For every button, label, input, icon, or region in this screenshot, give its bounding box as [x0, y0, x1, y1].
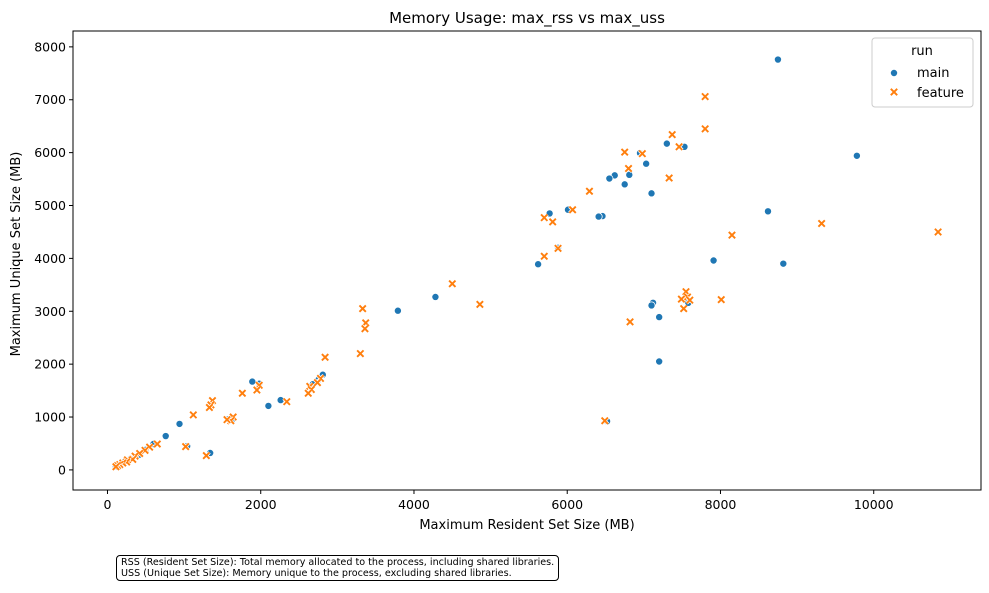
- data-point-feature: [201, 451, 211, 461]
- data-point-main: [161, 432, 170, 441]
- data-point-feature: [676, 294, 686, 304]
- data-point-feature: [111, 462, 121, 472]
- y-tick-label: 3000: [34, 304, 66, 319]
- data-point-feature: [303, 388, 313, 398]
- series-main: [111, 55, 861, 471]
- data-point-feature: [539, 213, 549, 223]
- data-point-feature: [716, 295, 726, 305]
- data-point-main: [175, 419, 184, 428]
- series-feature: [111, 92, 943, 472]
- data-point-feature: [252, 385, 262, 395]
- legend: run main feature: [871, 37, 974, 108]
- data-point-feature: [181, 442, 191, 452]
- legend-label-feature: feature: [917, 86, 964, 101]
- data-point-feature: [360, 324, 370, 334]
- data-point-main: [852, 151, 861, 160]
- x-tick-label: 8000: [705, 497, 737, 512]
- data-point-main: [605, 174, 614, 183]
- x-tick-label: 0: [104, 497, 112, 512]
- data-point-main: [393, 306, 402, 315]
- data-point-feature: [625, 317, 635, 327]
- data-point-feature: [620, 147, 630, 157]
- data-point-feature: [933, 227, 943, 237]
- x-tick-label: 2000: [245, 497, 277, 512]
- data-point-feature: [548, 217, 558, 227]
- y-tick-label: 6000: [34, 145, 66, 160]
- y-tick-label: 8000: [34, 39, 66, 54]
- data-point-main: [642, 159, 651, 168]
- legend-marker-main: [890, 69, 899, 78]
- y-tick-label: 4000: [34, 251, 66, 266]
- data-point-feature: [700, 124, 710, 134]
- data-point-feature: [237, 388, 247, 398]
- data-point-feature: [679, 304, 689, 314]
- data-point-feature: [637, 149, 647, 159]
- data-point-feature: [188, 410, 198, 420]
- data-point-feature: [282, 397, 292, 407]
- legend-marker-feature: [889, 87, 899, 97]
- data-point-feature: [685, 295, 695, 305]
- data-point-feature: [254, 380, 264, 390]
- data-point-feature: [475, 299, 485, 309]
- data-point-main: [594, 212, 603, 221]
- data-point-feature: [313, 378, 322, 388]
- data-point-feature: [585, 186, 594, 196]
- data-point-feature: [568, 205, 577, 215]
- data-point-main: [620, 180, 629, 189]
- plot-frame: [72, 30, 982, 491]
- footnote-box: RSS (Resident Set Size): Total memory al…: [116, 555, 560, 581]
- data-point-feature: [674, 142, 684, 152]
- chart-title: Memory Usage: max_rss vs max_uss: [389, 9, 665, 28]
- data-point-main: [264, 401, 273, 410]
- data-point-main: [763, 207, 772, 216]
- data-point-feature: [447, 279, 457, 289]
- data-point-main: [248, 377, 257, 386]
- x-axis: 0 2000 4000 6000 8000 10000: [104, 490, 894, 512]
- data-point-feature: [681, 287, 691, 297]
- footnote-uss: USS (Unique Set Size): Memory unique to …: [121, 568, 512, 579]
- data-point-feature: [600, 416, 610, 426]
- data-point-feature: [667, 130, 677, 140]
- data-point-feature: [727, 230, 737, 240]
- y-axis: 0 1000 2000 3000 4000 5000 6000 7000 8000: [34, 39, 73, 477]
- data-point-feature: [539, 251, 549, 261]
- data-point-feature: [664, 173, 674, 183]
- legend-label-main: main: [917, 66, 949, 81]
- legend-title: run: [911, 44, 933, 59]
- data-point-feature: [320, 352, 330, 362]
- data-point-main: [655, 313, 664, 322]
- data-point-main: [773, 55, 782, 64]
- y-tick-label: 5000: [34, 198, 66, 213]
- y-tick-label: 0: [58, 462, 66, 477]
- data-point-feature: [700, 92, 710, 101]
- data-point-feature: [553, 243, 563, 253]
- legend-x-marker: [889, 87, 899, 97]
- data-point-feature: [204, 403, 214, 412]
- data-point-feature: [152, 439, 162, 449]
- data-point-feature: [355, 349, 365, 358]
- data-point-main: [647, 301, 656, 310]
- data-point-main: [709, 256, 718, 265]
- x-tick-label: 4000: [398, 497, 430, 512]
- data-point-feature: [817, 219, 827, 228]
- data-point-main: [662, 139, 671, 148]
- data-point-feature: [624, 164, 633, 173]
- data-point-feature: [358, 304, 368, 314]
- data-point-main: [534, 260, 543, 269]
- data-point-main: [647, 189, 656, 198]
- data-point-main: [655, 357, 664, 366]
- x-axis-label: Maximum Resident Set Size (MB): [419, 518, 634, 533]
- y-tick-label: 2000: [34, 357, 66, 372]
- x-tick-label: 6000: [551, 497, 583, 512]
- footnote-rss: RSS (Resident Set Size): Total memory al…: [121, 557, 555, 568]
- data-point-main: [431, 292, 440, 301]
- y-tick-label: 7000: [34, 92, 66, 107]
- x-tick-label: 10000: [854, 497, 894, 512]
- data-point-main: [779, 259, 788, 268]
- data-point-feature: [222, 415, 232, 425]
- y-tick-label: 1000: [34, 410, 66, 425]
- y-axis-label: Maximum Unique Set Size (MB): [9, 152, 24, 357]
